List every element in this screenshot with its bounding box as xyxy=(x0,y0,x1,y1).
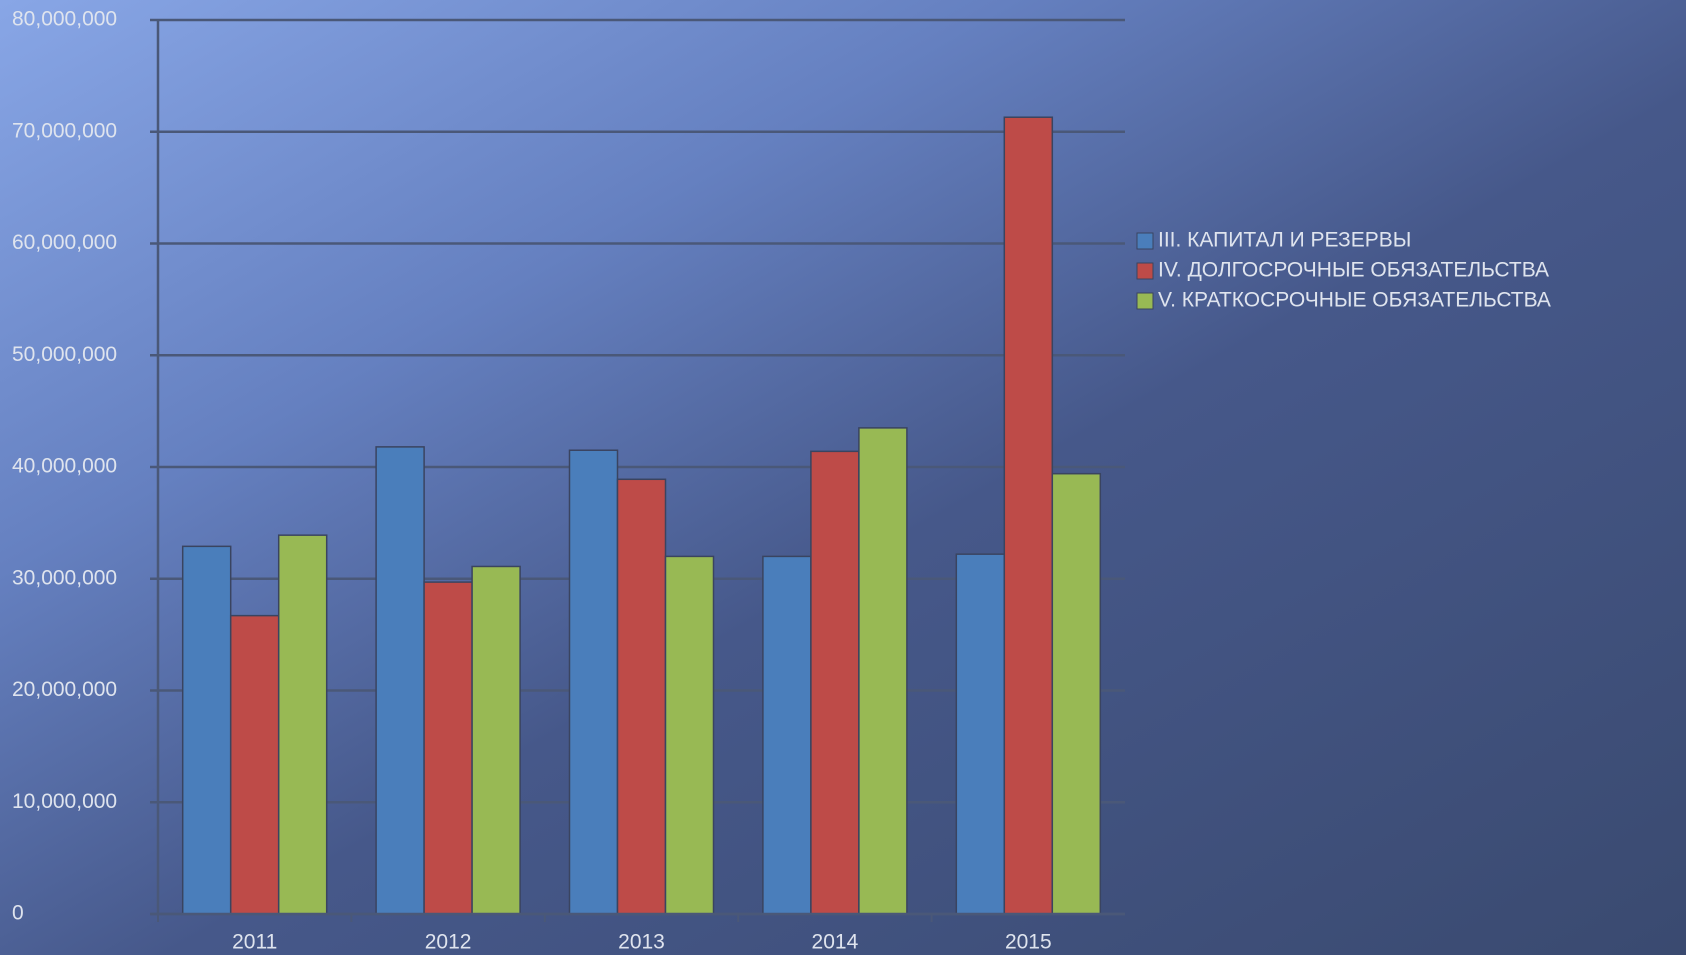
bar xyxy=(616,478,667,915)
bar xyxy=(423,581,473,915)
x-tick-label: 2013 xyxy=(618,931,665,954)
y-tick-label: 60,000,000 xyxy=(12,231,117,254)
bar xyxy=(664,555,715,915)
x-tick-label: 2011 xyxy=(232,931,277,954)
bar xyxy=(181,545,232,915)
bar xyxy=(858,427,908,915)
y-tick-label: 50,000,000 xyxy=(12,343,117,366)
legend-swatch xyxy=(1136,232,1154,250)
bar xyxy=(762,555,812,915)
bar xyxy=(1051,472,1102,915)
legend-swatch xyxy=(1136,292,1154,310)
bar xyxy=(229,614,280,915)
y-tick-label: 0 xyxy=(12,902,24,925)
y-tick-label: 40,000,000 xyxy=(12,455,117,478)
y-tick-label: 10,000,000 xyxy=(12,790,117,813)
legend-label: IV. ДОЛГОСРОЧНЫЕ ОБЯЗАТЕЛЬСТВА xyxy=(1158,259,1549,282)
bar xyxy=(1003,116,1054,915)
y-tick-label: 70,000,000 xyxy=(12,119,117,142)
bar xyxy=(568,449,619,915)
legend-label: V. КРАТКОСРОЧНЫЕ ОБЯЗАТЕЛЬСТВА xyxy=(1158,289,1551,312)
y-tick-label: 30,000,000 xyxy=(12,566,117,589)
bar xyxy=(471,565,521,915)
bar xyxy=(375,446,425,915)
x-tick-label: 2012 xyxy=(425,931,472,954)
x-tick-label: 2015 xyxy=(1005,931,1052,954)
legend-swatch xyxy=(1136,262,1154,280)
bar xyxy=(955,553,1006,915)
bar xyxy=(810,450,860,915)
legend-label: III. КАПИТАЛ И РЕЗЕРВЫ xyxy=(1158,229,1411,252)
y-tick-label: 80,000,000 xyxy=(12,8,117,31)
bar xyxy=(277,534,328,915)
x-tick-label: 2014 xyxy=(812,931,859,954)
y-tick-label: 20,000,000 xyxy=(12,678,117,701)
